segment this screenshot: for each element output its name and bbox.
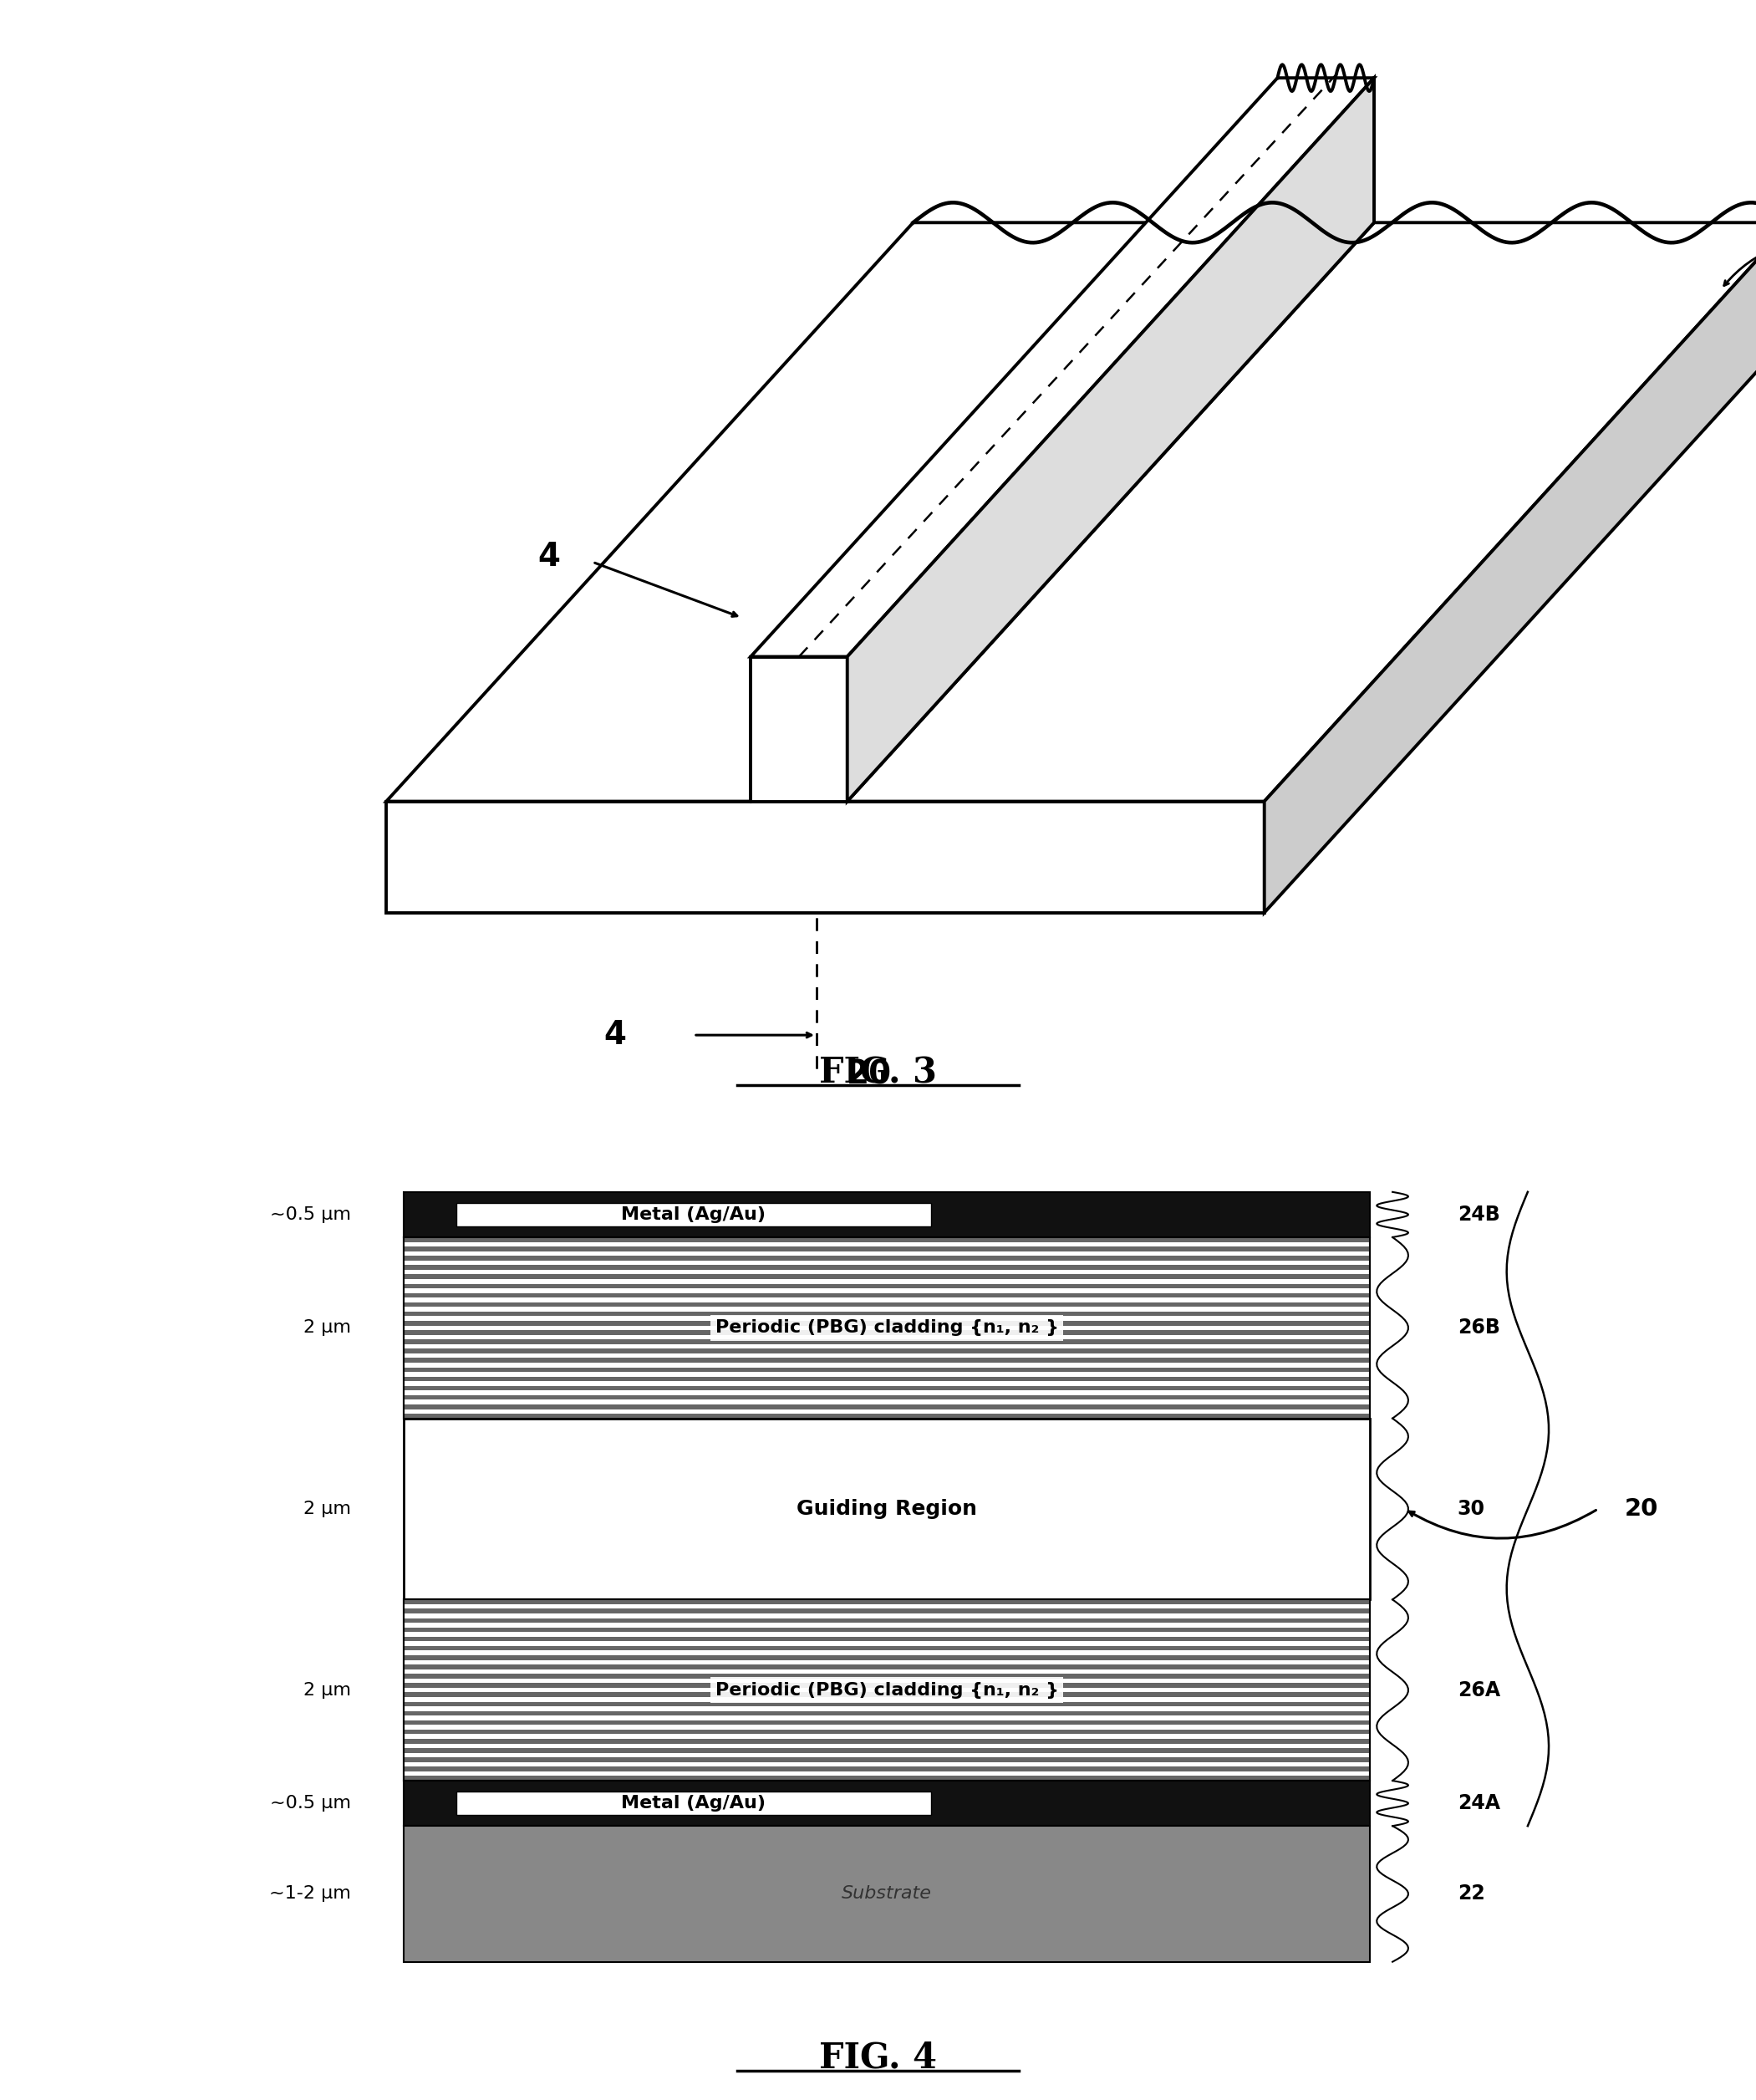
Bar	[404, 1302, 1370, 1306]
Text: 26B: 26B	[1457, 1319, 1500, 1338]
Bar	[404, 1665, 1370, 1670]
Text: ~1-2 μm: ~1-2 μm	[269, 1886, 351, 1903]
Bar	[404, 1655, 1370, 1659]
Bar	[404, 1329, 1370, 1336]
Bar	[404, 1264, 1370, 1270]
Text: 4: 4	[537, 540, 560, 573]
Bar	[404, 1413, 1370, 1418]
Bar	[404, 1367, 1370, 1371]
Bar	[404, 1781, 1370, 1827]
Bar	[404, 1348, 1370, 1352]
Bar	[404, 1256, 1370, 1260]
Polygon shape	[752, 78, 1373, 657]
Bar	[404, 1636, 1370, 1642]
Bar	[404, 1237, 1370, 1418]
Bar	[404, 1237, 1370, 1418]
Bar	[404, 1237, 1370, 1241]
Bar	[404, 1674, 1370, 1678]
Text: 2 μm: 2 μm	[304, 1319, 351, 1336]
Polygon shape	[848, 78, 1373, 802]
Polygon shape	[752, 657, 848, 802]
Text: ~0.5 μm: ~0.5 μm	[270, 1205, 351, 1222]
Bar	[404, 1312, 1370, 1317]
Bar	[404, 1600, 1370, 1781]
Bar	[404, 1628, 1370, 1632]
Polygon shape	[386, 223, 1756, 802]
Bar	[404, 1321, 1370, 1325]
Text: 4: 4	[604, 1018, 625, 1050]
Polygon shape	[1264, 223, 1756, 914]
Text: 24B: 24B	[1457, 1205, 1500, 1224]
Text: ~0.5 μm: ~0.5 μm	[270, 1795, 351, 1812]
Bar	[404, 1275, 1370, 1279]
Text: 2 μm: 2 μm	[304, 1502, 351, 1518]
Bar	[404, 1359, 1370, 1363]
Text: 20: 20	[1624, 1497, 1658, 1520]
Bar	[404, 1682, 1370, 1688]
Text: Metal (Ag/Au): Metal (Ag/Au)	[622, 1205, 766, 1222]
Bar	[404, 1720, 1370, 1724]
Bar	[404, 1394, 1370, 1401]
Bar	[404, 1766, 1370, 1772]
Text: Substrate: Substrate	[841, 1886, 932, 1903]
Bar	[404, 1739, 1370, 1743]
Bar	[404, 1600, 1370, 1604]
Bar	[404, 1777, 1370, 1781]
Bar	[404, 1747, 1370, 1754]
Bar	[404, 1600, 1370, 1781]
Polygon shape	[386, 802, 1264, 914]
Bar	[404, 1247, 1370, 1252]
Bar	[404, 1386, 1370, 1390]
Bar	[404, 1294, 1370, 1298]
Text: 24A: 24A	[1457, 1793, 1500, 1814]
Bar	[457, 1791, 931, 1814]
Text: FIG. 3: FIG. 3	[818, 1056, 938, 1090]
Text: 2 μm: 2 μm	[304, 1682, 351, 1699]
Text: Periodic (PBG) cladding {n₁, n₂ }: Periodic (PBG) cladding {n₁, n₂ }	[715, 1682, 1059, 1699]
Text: Metal (Ag/Au): Metal (Ag/Au)	[622, 1795, 766, 1812]
Bar	[404, 1405, 1370, 1409]
Text: Guiding Region: Guiding Region	[797, 1499, 976, 1518]
Bar	[404, 1619, 1370, 1623]
Text: 22: 22	[1457, 1884, 1486, 1905]
Text: 30: 30	[1457, 1499, 1486, 1518]
Bar	[457, 1203, 931, 1226]
Text: FIG. 4: FIG. 4	[818, 2041, 938, 2075]
Bar	[404, 1693, 1370, 1697]
Bar	[404, 1193, 1370, 1237]
Text: 20: 20	[846, 1058, 892, 1090]
Bar	[404, 1758, 1370, 1762]
Bar	[404, 1701, 1370, 1707]
Bar	[404, 1418, 1370, 1600]
Bar	[404, 1340, 1370, 1344]
Bar	[404, 1283, 1370, 1287]
Text: Periodic (PBG) cladding {n₁, n₂ }: Periodic (PBG) cladding {n₁, n₂ }	[715, 1319, 1059, 1336]
Bar	[404, 1827, 1370, 1961]
Text: 26A: 26A	[1457, 1680, 1500, 1701]
Bar	[404, 1378, 1370, 1382]
Bar	[404, 1609, 1370, 1613]
Bar	[404, 1730, 1370, 1735]
Bar	[404, 1712, 1370, 1716]
Bar	[404, 1646, 1370, 1651]
